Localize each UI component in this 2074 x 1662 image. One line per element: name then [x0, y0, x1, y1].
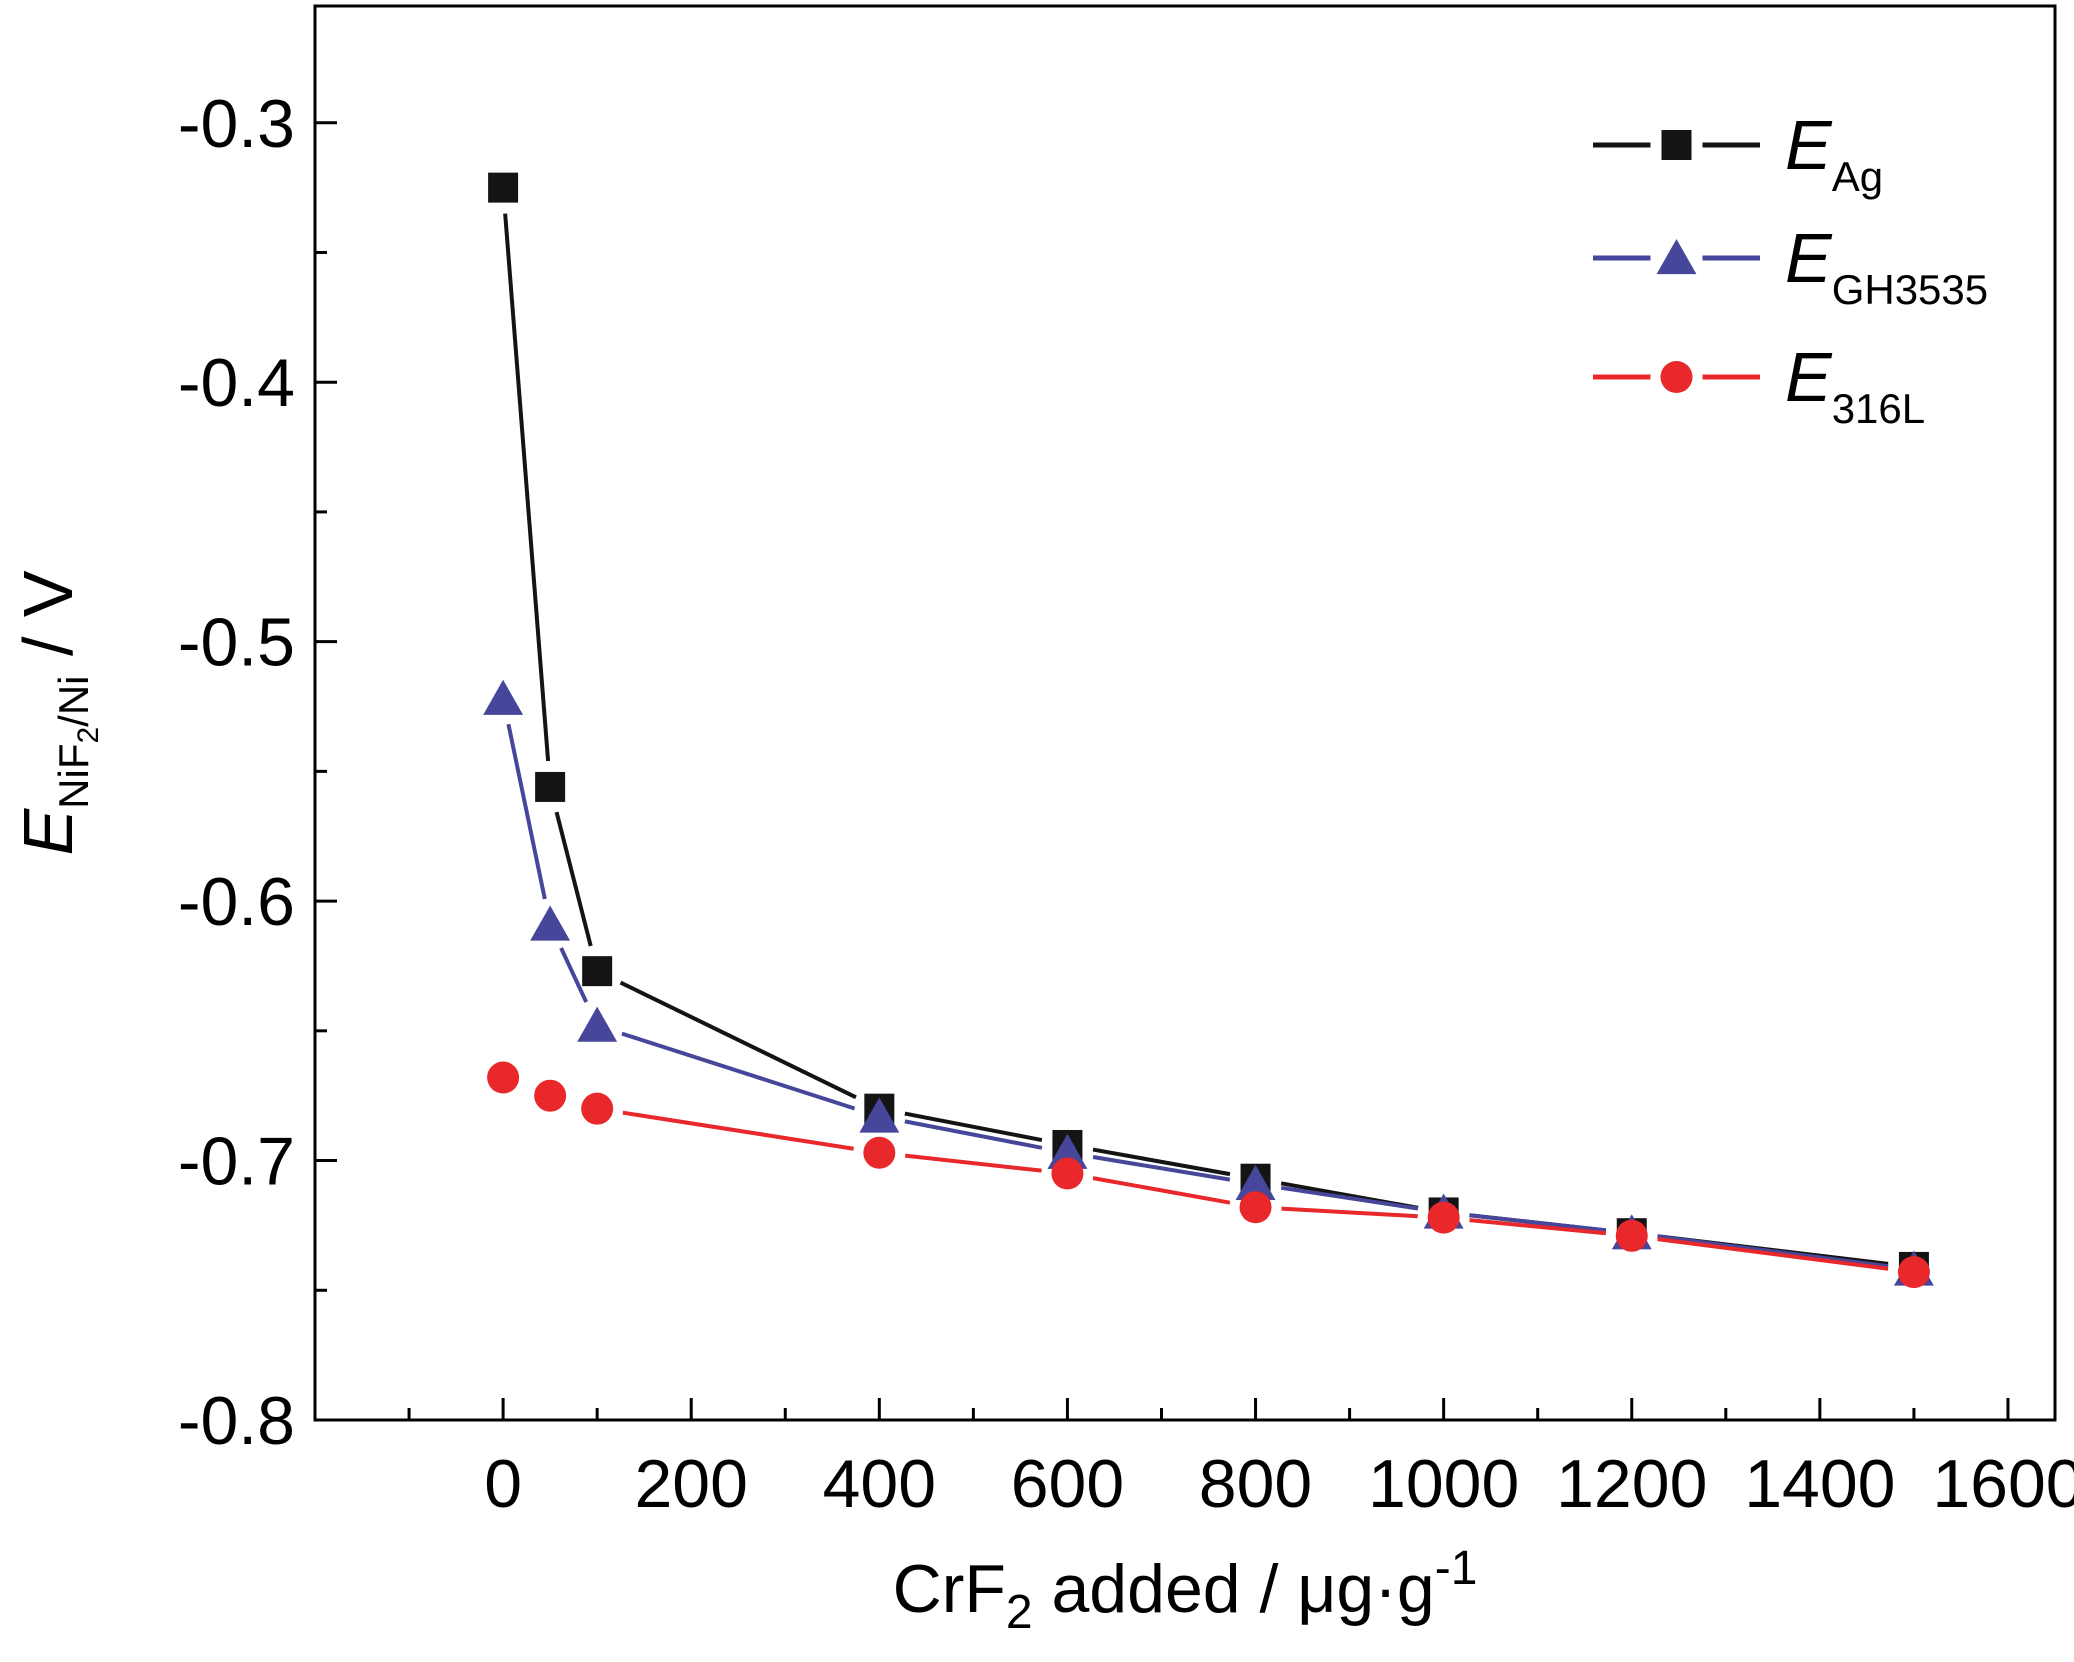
series-2-point: [1427, 1201, 1460, 1234]
y-axis: -0.3 -0.4 -0.5 -0.6 -0.7 -0.8: [178, 86, 337, 1459]
legend-label: EAg: [1785, 106, 1883, 200]
series-2-segment: [1657, 1237, 1889, 1271]
legend: EAg EGH3535 E316L: [1593, 106, 1988, 432]
y-tick-label: -0.8: [178, 1383, 295, 1459]
series-2-point: [1615, 1219, 1648, 1252]
y-tick-label: -0.6: [178, 864, 295, 940]
legend-label: EGH3535: [1785, 219, 1988, 313]
series-1-point: [530, 905, 571, 941]
x-tick-label: 1400: [1744, 1446, 1895, 1522]
x-tick-label: 600: [1011, 1446, 1124, 1522]
x-tick-label: 800: [1199, 1446, 1312, 1522]
x-tick-label: 400: [823, 1446, 936, 1522]
series-0-segment: [619, 980, 857, 1100]
series-1-point: [1235, 1164, 1276, 1201]
series-1-segment: [904, 1119, 1043, 1150]
x-tick-label: 1600: [1932, 1446, 2074, 1522]
series-0-segment: [1092, 1147, 1231, 1177]
series-0-point: [582, 956, 613, 987]
series-2-point: [581, 1092, 614, 1125]
series-1-segment: [506, 723, 547, 900]
series-2-segment: [1469, 1218, 1607, 1236]
x-tick-label: 1200: [1556, 1446, 1707, 1522]
y-tick-label: -0.3: [178, 86, 295, 162]
series-1-point: [859, 1097, 900, 1133]
x-axis-label: CrF2 added / μg·g-1: [893, 1542, 1478, 1639]
series-2-point: [863, 1136, 896, 1169]
y-axis-label: ENiF2/Ni / V: [9, 570, 105, 855]
x-tick-label: 0: [484, 1446, 522, 1522]
series-2-point: [534, 1079, 567, 1112]
series-0-segment: [503, 213, 551, 762]
series-2-point: [1239, 1191, 1272, 1224]
y-tick-label: -0.4: [178, 345, 295, 421]
series-0-point: [488, 172, 519, 203]
y-tick-label: -0.5: [178, 605, 295, 681]
series-2-point: [1051, 1157, 1084, 1190]
x-tick-label: 200: [634, 1446, 747, 1522]
series-lines: [503, 213, 1889, 1271]
series-1-segment: [621, 1031, 856, 1111]
series-1-segment: [1280, 1185, 1419, 1211]
series-2-segment: [904, 1153, 1042, 1173]
series-1-segment: [1469, 1213, 1607, 1233]
series-2-point: [1897, 1256, 1930, 1289]
series-1-segment: [1092, 1155, 1231, 1182]
series-1-point: [483, 679, 524, 715]
series-2-segment: [1281, 1206, 1418, 1219]
legend-marker: [1660, 361, 1693, 393]
series-2-segment: [1092, 1176, 1231, 1205]
series-markers: [483, 172, 1934, 1289]
legend-marker: [1661, 130, 1692, 160]
series-2-point: [487, 1061, 520, 1094]
y-tick-label: -0.7: [178, 1124, 295, 1200]
series-0-segment: [904, 1111, 1043, 1143]
series-1-point: [577, 1006, 618, 1042]
x-axis: 0 200 400 600 800 1000 1200 1400 1600: [407, 1398, 2074, 1522]
series-0-point: [535, 771, 566, 802]
x-tick-label: 1000: [1368, 1446, 1519, 1522]
plot-frame: [313, 4, 2057, 1422]
series-2-segment: [622, 1110, 854, 1151]
legend-marker: [1656, 239, 1697, 275]
series-0-segment: [554, 811, 593, 947]
series-1-segment: [559, 947, 589, 1003]
series-1-point: [1047, 1133, 1088, 1169]
legend-label: E316L: [1785, 338, 1925, 432]
series-1-segment: [1657, 1234, 1889, 1269]
